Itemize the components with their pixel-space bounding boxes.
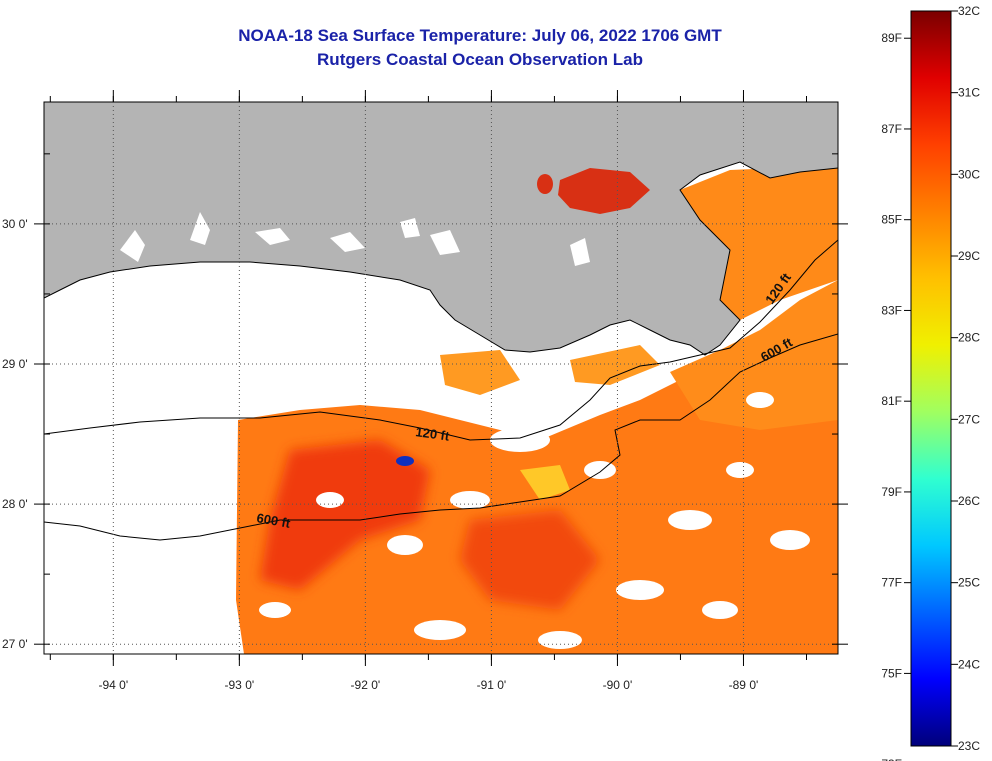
inland-lake-warm bbox=[558, 168, 650, 214]
coastline bbox=[44, 161, 838, 356]
lon-tick-label: -90 0' bbox=[603, 678, 633, 692]
title-line-1: NOAA-18 Sea Surface Temperature: July 06… bbox=[238, 26, 722, 45]
sst-cool-patch bbox=[520, 465, 570, 500]
longitude-labels: -94 0' -93 0' -92 0' -91 0' -90 0' -89 0' bbox=[98, 678, 758, 692]
lon-tick-label: -89 0' bbox=[729, 678, 759, 692]
sst-red-core-central bbox=[460, 510, 600, 610]
contour-120ft-line bbox=[44, 239, 838, 441]
colorbar-c-label: 32C bbox=[958, 4, 980, 18]
map-frame bbox=[43, 101, 839, 655]
colorbar-c-label: 28C bbox=[958, 331, 980, 345]
latitude-labels: 30 0' 29 0' 28 0' 27 0' bbox=[2, 217, 28, 651]
colorbar-c-label: 27C bbox=[958, 412, 980, 426]
lon-tick-label: -94 0' bbox=[98, 678, 128, 692]
sst-red-core-west bbox=[260, 440, 430, 590]
land-mass bbox=[44, 102, 838, 355]
contour-600ft-line bbox=[44, 333, 838, 541]
colorbar-f-label: 83F bbox=[881, 303, 902, 317]
colorbar-f-label: 87F bbox=[881, 122, 902, 136]
lat-tick-label: 29 0' bbox=[2, 357, 28, 371]
colorbar-ramp bbox=[910, 10, 952, 747]
sst-field bbox=[236, 160, 838, 654]
sst-near-shore-patch bbox=[440, 350, 520, 395]
sst-near-shore-patch-2 bbox=[570, 345, 660, 385]
lat-tick-label: 28 0' bbox=[2, 497, 28, 511]
lat-tick-label: 30 0' bbox=[2, 217, 28, 231]
lat-tick-label: 27 0' bbox=[2, 637, 28, 651]
sst-cold-spot bbox=[396, 456, 414, 466]
contour-label-120ft-west: 120 ft bbox=[415, 424, 451, 444]
colorbar-c-label: 29C bbox=[958, 249, 980, 263]
colorbar-f-label: 81F bbox=[881, 394, 902, 408]
contour-label-600ft-west: 600 ft bbox=[255, 510, 292, 531]
cloud-gaps bbox=[259, 392, 810, 649]
lon-tick-label: -93 0' bbox=[225, 678, 255, 692]
colorbar-f-label: 75F bbox=[881, 666, 902, 680]
colorbar-c-label: 26C bbox=[958, 494, 980, 508]
inland-water bbox=[120, 212, 590, 266]
colorbar-c-label: 24C bbox=[958, 657, 980, 671]
map-content bbox=[44, 102, 838, 654]
map-title: NOAA-18 Sea Surface Temperature: July 06… bbox=[0, 24, 992, 72]
colorbar: 89F 87F 85F 83F 81F 79F 77F 75F 73F 32C 31C 30C 29C… bbox=[881, 4, 980, 761]
colorbar-celsius-labels: 32C 31C 30C 29C 28C 27C 26C 25C 24C 23C bbox=[951, 4, 980, 753]
lon-tick-label: -92 0' bbox=[351, 678, 381, 692]
colorbar-c-label: 31C bbox=[958, 86, 980, 100]
colorbar-c-label: 25C bbox=[958, 576, 980, 590]
colorbar-fahrenheit-labels: 89F 87F 85F 83F 81F 79F 77F 75F 73F bbox=[881, 31, 911, 761]
colorbar-c-label: 23C bbox=[958, 739, 980, 753]
colorbar-c-label: 30C bbox=[958, 167, 980, 181]
colorbar-f-label: 89F bbox=[881, 31, 902, 45]
colorbar-f-label: 77F bbox=[881, 576, 902, 590]
sst-shelf-orange-east bbox=[670, 280, 838, 430]
colorbar-f-label: 73F bbox=[881, 757, 902, 761]
title-line-2: Rutgers Coastal Ocean Observation Lab bbox=[317, 50, 643, 69]
inland-lake-small bbox=[537, 174, 553, 194]
colorbar-f-label: 85F bbox=[881, 213, 902, 227]
colorbar-f-label: 79F bbox=[881, 485, 902, 499]
lon-tick-label: -91 0' bbox=[477, 678, 507, 692]
graticule bbox=[34, 90, 848, 666]
